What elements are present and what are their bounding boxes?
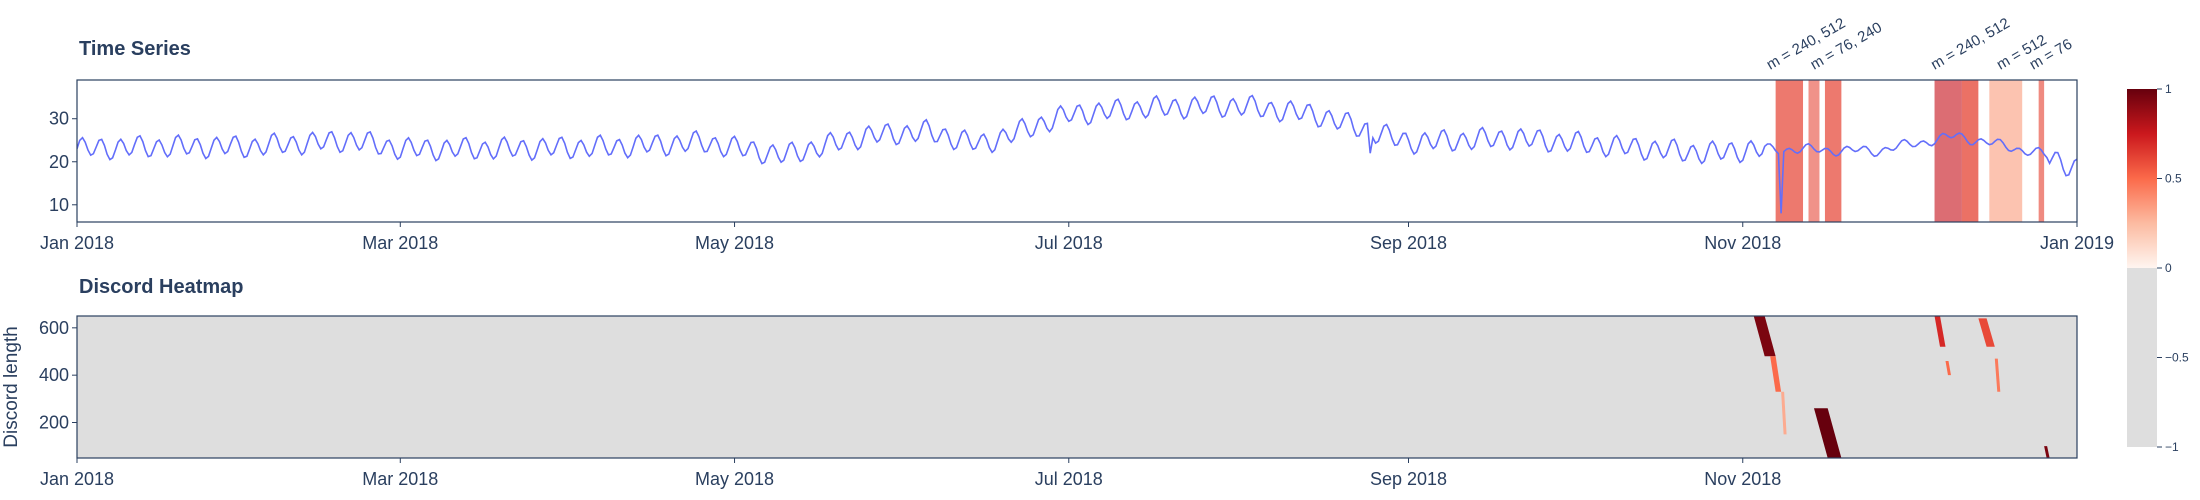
y-tick-label: 600 (39, 318, 69, 338)
discord-heatmap-panel: Discord Heatmap 200 400 600 Jan 2018 Mar 20… (1, 276, 2077, 489)
colorbar-ticks: 1 0.5 0 −0.5 −1 (2157, 82, 2189, 454)
x-tick-label: Sep 2018 (1370, 233, 1447, 253)
heatmap-y-ticks: 200 400 600 (39, 318, 77, 433)
y-tick-label: 400 (39, 365, 69, 385)
heatmap-y-axis-title: Discord length (1, 326, 22, 447)
x-tick-label: Sep 2018 (1370, 469, 1447, 489)
y-tick-label: 30 (49, 109, 69, 129)
colorbar-tick-label: 0.5 (2165, 172, 2182, 186)
highlight-region (1989, 80, 2022, 222)
x-tick-label: Jul 2018 (1035, 233, 1103, 253)
time-series-panel: Time Series 10 20 30 Jan 2018 Mar 2018 May 2… (40, 15, 2114, 253)
y-tick-label: 200 (39, 413, 69, 433)
highlight-region (1935, 80, 1962, 222)
y-tick-label: 20 (49, 152, 69, 172)
x-tick-label: Jul 2018 (1035, 469, 1103, 489)
time-series-x-ticks: Jan 2018 Mar 2018 May 2018 Jul 2018 Sep 2018… (40, 222, 2114, 253)
colorbar-tick-label: −1 (2165, 440, 2179, 454)
x-tick-label: May 2018 (695, 233, 774, 253)
y-tick-label: 10 (49, 195, 69, 215)
time-series-title: Time Series (79, 38, 191, 60)
colorbar-tick-label: −0.5 (2165, 351, 2189, 365)
x-tick-label: Mar 2018 (362, 233, 438, 253)
colorbar-positive (2127, 89, 2157, 268)
highlight-region (1962, 80, 1978, 222)
highlight-region (1825, 80, 1841, 222)
x-tick-label: Mar 2018 (362, 469, 438, 489)
x-tick-label: Jan 2019 (2040, 233, 2114, 253)
x-tick-label: Jan 2018 (40, 233, 114, 253)
colorbar-tick-label: 1 (2165, 82, 2172, 96)
x-tick-label: May 2018 (695, 469, 774, 489)
heatmap-x-ticks: Jan 2018 Mar 2018 May 2018 Jul 2018 Sep 2018… (40, 458, 1781, 489)
x-tick-label: Nov 2018 (1704, 469, 1781, 489)
x-tick-label: Jan 2018 (40, 469, 114, 489)
x-tick-label: Nov 2018 (1704, 233, 1781, 253)
colorbar: 1 0.5 0 −0.5 −1 (2127, 82, 2189, 454)
colorbar-tick-label: 0 (2165, 261, 2172, 275)
colorbar-negative (2127, 268, 2157, 447)
time-series-y-ticks: 10 20 30 (49, 109, 77, 215)
discord-heatmap-title: Discord Heatmap (79, 276, 244, 298)
